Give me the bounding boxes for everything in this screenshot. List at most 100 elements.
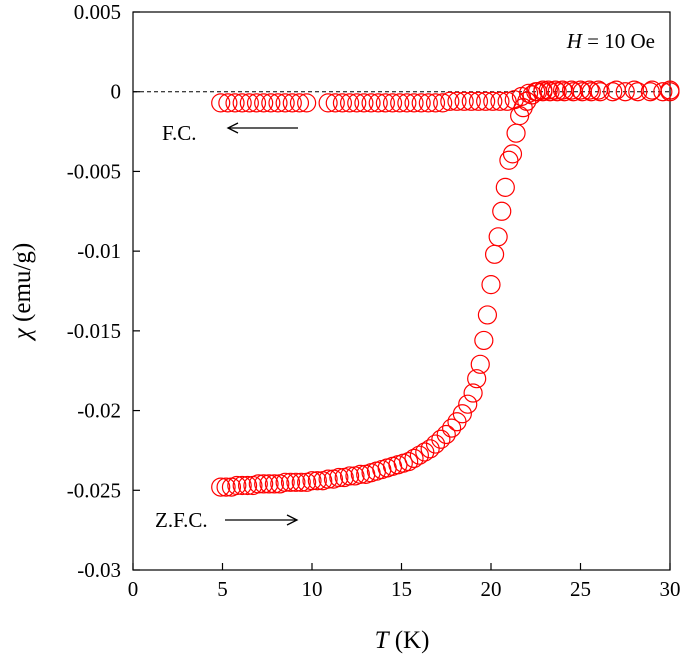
data-point bbox=[506, 123, 526, 143]
data-point bbox=[246, 93, 267, 113]
data-point bbox=[302, 471, 322, 491]
data-point bbox=[447, 91, 467, 111]
data-point bbox=[411, 93, 431, 113]
y-label-symbol: χ bbox=[9, 327, 36, 341]
y-tick-label: 0.005 bbox=[74, 0, 121, 24]
x-tick-label: 0 bbox=[128, 577, 139, 601]
data-point bbox=[354, 93, 374, 113]
data-point bbox=[463, 383, 483, 403]
data-point bbox=[264, 474, 285, 494]
data-point bbox=[425, 434, 446, 454]
data-point bbox=[495, 177, 515, 197]
data-point bbox=[382, 93, 403, 113]
data-point bbox=[318, 93, 338, 113]
data-point bbox=[442, 418, 462, 438]
data-point bbox=[628, 82, 648, 102]
data-point bbox=[425, 93, 446, 113]
data-point bbox=[275, 472, 295, 492]
data-point bbox=[433, 93, 453, 113]
data-point bbox=[329, 467, 349, 488]
data-point bbox=[440, 91, 460, 111]
data-point bbox=[431, 429, 451, 449]
data-point bbox=[325, 93, 345, 113]
fc-label: F.C. bbox=[162, 121, 197, 145]
x-tick-label: 15 bbox=[391, 577, 412, 601]
y-tick-label: 0 bbox=[111, 80, 122, 104]
data-point bbox=[603, 82, 623, 102]
data-point bbox=[261, 93, 281, 113]
y-tick-label: -0.025 bbox=[67, 478, 121, 502]
data-point bbox=[404, 448, 424, 468]
data-point bbox=[339, 93, 360, 113]
data-point bbox=[232, 475, 252, 496]
data-point bbox=[452, 404, 472, 424]
data-point bbox=[533, 82, 553, 102]
data-point bbox=[237, 475, 258, 496]
data-point bbox=[339, 466, 360, 486]
y-tick-label: -0.005 bbox=[67, 159, 121, 183]
data-point bbox=[350, 464, 370, 484]
data-point bbox=[332, 93, 353, 113]
data-point bbox=[436, 424, 456, 445]
field-text: = 10 Oe bbox=[587, 29, 655, 53]
data-point bbox=[526, 82, 546, 102]
y-tick-label: -0.03 bbox=[77, 558, 121, 582]
data-point bbox=[418, 93, 438, 113]
y-label-unit: (emu/g) bbox=[9, 243, 36, 322]
data-point bbox=[490, 91, 510, 111]
zfc-label: Z.F.C. bbox=[155, 508, 208, 532]
data-point bbox=[488, 227, 508, 247]
data-point bbox=[286, 472, 306, 492]
data-point bbox=[477, 305, 498, 325]
x-tick-label: 5 bbox=[217, 577, 228, 601]
data-point bbox=[547, 82, 567, 102]
y-axis-label: χ (emu/g) bbox=[9, 243, 36, 341]
data-point bbox=[397, 93, 417, 113]
fc-arrow bbox=[226, 122, 298, 134]
data-point bbox=[399, 451, 419, 472]
data-point bbox=[499, 150, 519, 170]
data-point bbox=[660, 82, 680, 102]
x-label-symbol: T bbox=[375, 627, 391, 654]
data-point bbox=[502, 144, 523, 164]
data-point bbox=[420, 439, 440, 459]
data-point bbox=[404, 93, 424, 113]
data-point bbox=[579, 80, 600, 100]
data-point bbox=[289, 93, 310, 113]
data-point bbox=[461, 91, 481, 111]
data-point bbox=[218, 93, 238, 113]
data-point bbox=[282, 93, 302, 113]
data-point bbox=[347, 93, 367, 113]
data-point bbox=[474, 330, 494, 351]
data-point bbox=[481, 275, 501, 295]
data-point bbox=[211, 477, 231, 497]
data-point bbox=[239, 93, 259, 113]
data-point bbox=[297, 93, 317, 113]
x-tick-label: 30 bbox=[660, 577, 681, 601]
data-point bbox=[216, 477, 236, 497]
data-point bbox=[492, 201, 512, 221]
data-point bbox=[254, 93, 274, 113]
y-tick-label: -0.02 bbox=[77, 399, 121, 423]
data-point bbox=[476, 91, 496, 111]
data-point bbox=[590, 82, 610, 102]
data-point bbox=[640, 82, 660, 102]
data-point bbox=[211, 93, 231, 113]
data-point bbox=[470, 354, 490, 374]
data-point bbox=[454, 91, 474, 111]
data-point bbox=[248, 474, 268, 494]
data-point bbox=[653, 82, 673, 102]
field-symbol: H bbox=[566, 29, 584, 53]
x-axis-label: T (K) bbox=[375, 627, 430, 654]
data-point bbox=[484, 244, 505, 264]
data-point bbox=[280, 472, 301, 492]
x-label-unit: (K) bbox=[395, 627, 430, 654]
data-point bbox=[468, 91, 489, 111]
field-annotation: H = 10 Oe bbox=[566, 29, 655, 53]
data-point bbox=[467, 369, 487, 389]
data-point bbox=[225, 93, 245, 113]
data-point bbox=[375, 93, 395, 113]
data-point bbox=[518, 83, 539, 103]
data-point bbox=[254, 474, 274, 494]
